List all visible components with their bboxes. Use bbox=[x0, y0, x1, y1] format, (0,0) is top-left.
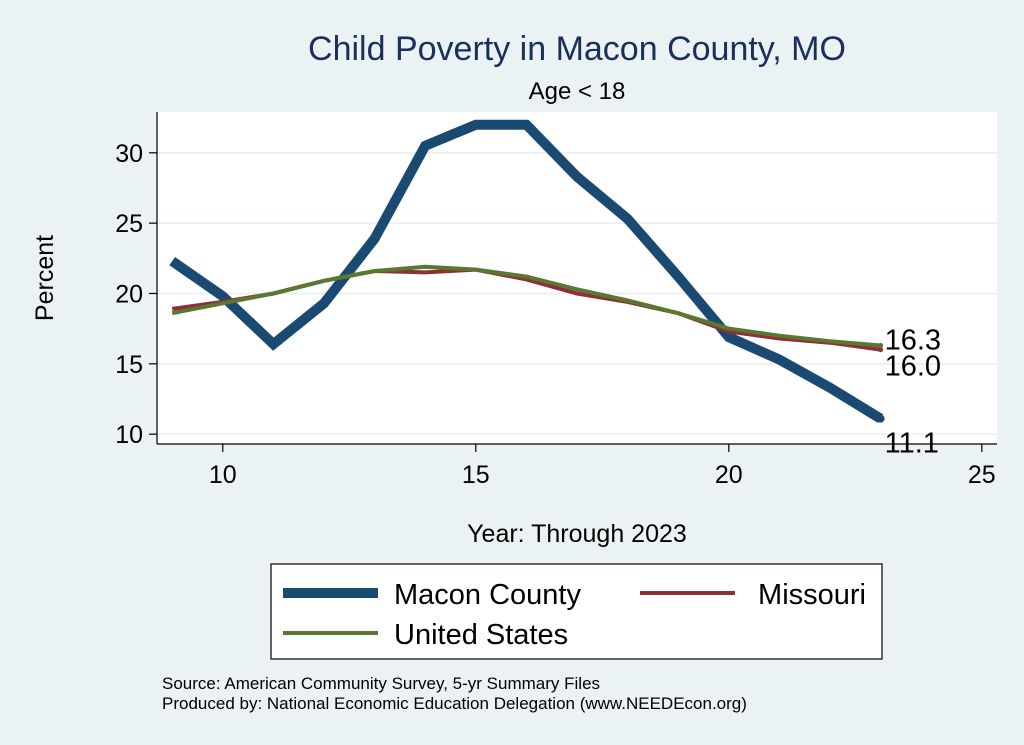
data-series bbox=[169, 119, 885, 423]
legend-label-macon-county: Macon County bbox=[394, 579, 581, 611]
legend-label-missouri: Missouri bbox=[758, 579, 866, 611]
end-label-macon-county: 11.1 bbox=[885, 428, 939, 460]
end-labels: 11.1 16.016.3 bbox=[885, 325, 941, 460]
x-axis-label: Year: Through 2023 bbox=[467, 520, 687, 548]
x-tick-label: 10 bbox=[209, 461, 237, 489]
legend-box bbox=[270, 563, 883, 660]
legend-label-united-states: United States bbox=[394, 619, 568, 651]
chart-title: Child Poverty in Macon County, MO bbox=[308, 30, 846, 68]
y-tick-label: 15 bbox=[115, 351, 143, 379]
produced-by-line: Produced by: National Economic Education… bbox=[162, 694, 747, 713]
plot-area bbox=[157, 112, 997, 444]
x-tick-label: 15 bbox=[462, 461, 490, 489]
end-label-missouri: 16.0 bbox=[885, 351, 941, 383]
x-tick-label: 20 bbox=[715, 461, 743, 489]
y-axis-label: Percent bbox=[31, 235, 59, 321]
series-line-united-states bbox=[171, 264, 881, 348]
x-tick-label: 25 bbox=[968, 461, 996, 489]
legend: Macon County Missouri United States bbox=[270, 563, 883, 660]
chart-subtitle: Age < 18 bbox=[529, 78, 626, 105]
series-endpoint-united-states bbox=[878, 343, 884, 349]
axes: 10 15 20 25 30 10 15 20 25 bbox=[115, 112, 997, 489]
y-tick-label: 20 bbox=[115, 280, 143, 308]
end-label-united-states: 16.3 bbox=[885, 325, 941, 357]
series-endpoint-missouri bbox=[878, 347, 884, 353]
series-endpoint-macon-county bbox=[876, 414, 885, 423]
y-tick-label: 25 bbox=[115, 210, 143, 238]
series-line-macon-county bbox=[169, 119, 884, 423]
y-tick-label: 30 bbox=[115, 140, 143, 168]
y-tick-label: 10 bbox=[115, 421, 143, 449]
source-line: Source: American Community Survey, 5-yr … bbox=[162, 674, 600, 693]
